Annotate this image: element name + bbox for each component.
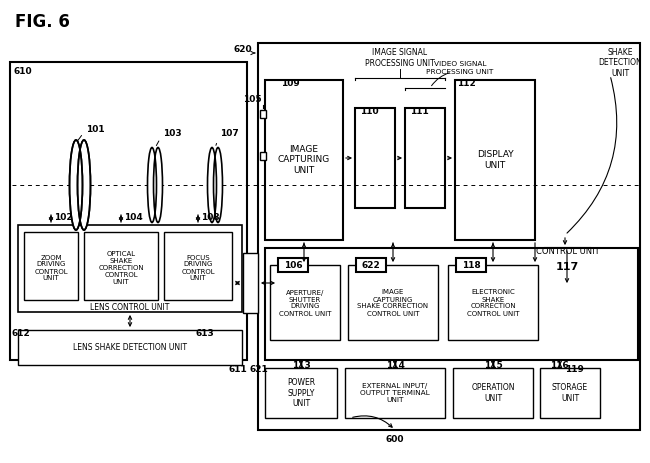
- Bar: [18, 330, 242, 365]
- Bar: [260, 110, 266, 118]
- Text: FOCUS
DRIVING
CONTROL
UNIT: FOCUS DRIVING CONTROL UNIT: [181, 255, 214, 282]
- Text: 620: 620: [233, 45, 252, 55]
- Text: 102: 102: [54, 213, 73, 223]
- Bar: [405, 108, 445, 208]
- Bar: [545, 248, 590, 286]
- Text: 113: 113: [292, 362, 311, 370]
- Text: SHAKE
DETECTION
UNIT: SHAKE DETECTION UNIT: [598, 48, 642, 78]
- Bar: [258, 43, 640, 430]
- Text: 610: 610: [13, 67, 32, 76]
- Bar: [345, 368, 445, 418]
- Text: 110: 110: [360, 107, 378, 117]
- Text: 600: 600: [385, 436, 404, 444]
- Text: IMAGE
CAPTURING
SHAKE CORRECTION
CONTROL UNIT: IMAGE CAPTURING SHAKE CORRECTION CONTROL…: [358, 289, 428, 317]
- Text: IMAGE SIGNAL
PROCESSING UNIT: IMAGE SIGNAL PROCESSING UNIT: [365, 48, 435, 68]
- Text: 115: 115: [484, 362, 502, 370]
- Text: 104: 104: [124, 213, 143, 223]
- Text: OPTICAL
SHAKE
CORRECTION
CONTROL
UNIT: OPTICAL SHAKE CORRECTION CONTROL UNIT: [98, 251, 144, 285]
- Ellipse shape: [213, 148, 222, 223]
- Bar: [356, 258, 386, 272]
- Bar: [455, 80, 535, 240]
- Bar: [540, 368, 600, 418]
- Ellipse shape: [70, 140, 83, 230]
- Bar: [164, 232, 232, 300]
- Text: 119: 119: [565, 365, 584, 375]
- Text: 622: 622: [361, 261, 380, 269]
- Text: 105: 105: [243, 95, 262, 105]
- Text: 111: 111: [410, 107, 429, 117]
- Text: 612: 612: [12, 330, 31, 338]
- Bar: [18, 225, 242, 312]
- Text: VIDEO SIGNAL
PROCESSING UNIT: VIDEO SIGNAL PROCESSING UNIT: [426, 62, 494, 75]
- Bar: [84, 232, 158, 300]
- Text: LENS SHAKE DETECTION UNIT: LENS SHAKE DETECTION UNIT: [73, 343, 187, 351]
- Text: 101: 101: [77, 125, 105, 141]
- Text: CONTROL UNIT: CONTROL UNIT: [536, 248, 600, 257]
- Text: 114: 114: [385, 362, 404, 370]
- Ellipse shape: [207, 148, 216, 223]
- Bar: [10, 62, 247, 360]
- Text: DISPLAY
UNIT: DISPLAY UNIT: [476, 150, 514, 170]
- Text: POWER
SUPPLY
UNIT: POWER SUPPLY UNIT: [287, 378, 315, 408]
- Bar: [243, 253, 258, 313]
- Text: 611: 611: [229, 365, 248, 375]
- Text: 109: 109: [281, 79, 300, 88]
- Text: 103: 103: [157, 129, 181, 145]
- Ellipse shape: [148, 148, 157, 223]
- Bar: [24, 232, 78, 300]
- Text: 117: 117: [555, 262, 578, 272]
- Text: 621: 621: [250, 365, 268, 375]
- Text: ELECTRONIC
SHAKE
CORRECTION
CONTROL UNIT: ELECTRONIC SHAKE CORRECTION CONTROL UNIT: [467, 289, 519, 317]
- Text: LENS CONTROL UNIT: LENS CONTROL UNIT: [90, 302, 170, 312]
- Text: 106: 106: [283, 261, 302, 269]
- Text: OPERATION
UNIT: OPERATION UNIT: [471, 383, 515, 403]
- Bar: [270, 265, 340, 340]
- Bar: [265, 368, 337, 418]
- Text: 613: 613: [195, 330, 214, 338]
- Bar: [265, 248, 638, 360]
- Ellipse shape: [77, 140, 90, 230]
- Text: APERTURE/
SHUTTER
DRIVING
CONTROL UNIT: APERTURE/ SHUTTER DRIVING CONTROL UNIT: [279, 289, 332, 317]
- Bar: [456, 258, 486, 272]
- Bar: [355, 108, 395, 208]
- Bar: [453, 368, 533, 418]
- Text: EXTERNAL INPUT/
OUTPUT TERMINAL
UNIT: EXTERNAL INPUT/ OUTPUT TERMINAL UNIT: [360, 383, 430, 403]
- Ellipse shape: [153, 148, 162, 223]
- Bar: [265, 80, 343, 240]
- Bar: [278, 258, 308, 272]
- Bar: [448, 265, 538, 340]
- Text: IMAGE
CAPTURING
UNIT: IMAGE CAPTURING UNIT: [278, 145, 330, 175]
- Text: 116: 116: [550, 362, 569, 370]
- Text: 108: 108: [201, 213, 220, 223]
- Text: ZOOM
DRIVING
CONTROL
UNIT: ZOOM DRIVING CONTROL UNIT: [34, 255, 68, 282]
- Bar: [348, 265, 438, 340]
- Text: 112: 112: [457, 79, 476, 88]
- Text: STORAGE
UNIT: STORAGE UNIT: [552, 383, 588, 403]
- Bar: [260, 152, 266, 160]
- Text: 118: 118: [462, 261, 480, 269]
- Text: 107: 107: [216, 129, 239, 145]
- Text: FIG. 6: FIG. 6: [15, 13, 70, 31]
